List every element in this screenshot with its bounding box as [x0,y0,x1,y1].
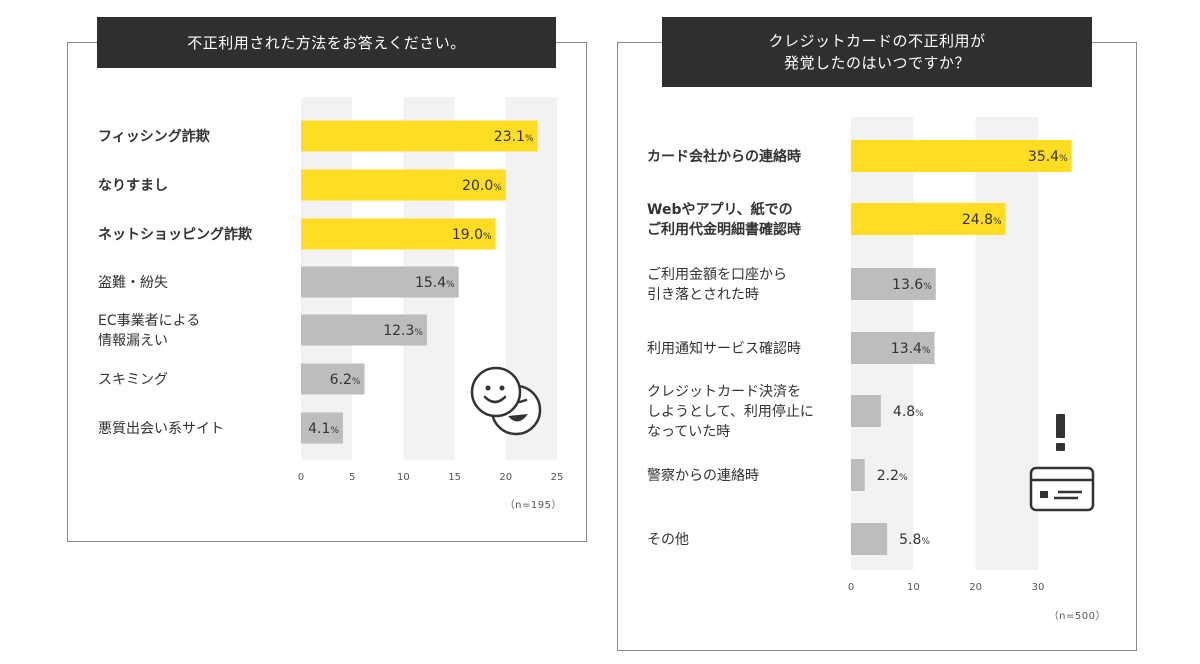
right-value-label: 4.8% [893,404,924,420]
right-bar [851,395,881,427]
right-category-label: 警察からの連絡時 [647,467,759,484]
right-category-label: クレジットカード決済をしようとして、利用停止になっていた時 [647,384,814,440]
left-bar [301,363,365,395]
left-x-tick-label: 0 [298,472,304,483]
left-category-label: ネットショッピング詐欺 [98,226,252,243]
right-x-tick-label: 20 [969,582,982,593]
right-value-label: 24.8% [962,212,1002,228]
right-bar [851,459,865,491]
right-value-label: 13.4% [891,341,931,357]
right-bar [851,523,888,555]
left-x-tick-label: 5 [349,472,355,483]
right-category-label: ご利用金額を口座から引き落とされた時 [647,267,787,303]
left-chart-title: 不正利用された方法をお答えください。 [187,33,466,52]
left-bar [301,266,459,298]
left-category-label: 盗難・紛失 [98,275,168,291]
right-chart-title: クレジットカードの不正利用が 発覚したのはいつですか？ [768,32,986,72]
right-x-tick-label: 0 [848,582,854,593]
left-bar [301,120,538,152]
left-category-label: なりすまし [98,178,168,194]
left-value-label: 15.4% [415,275,455,291]
left-value-label: 4.1% [308,421,339,437]
left-sample-note: （n=195） [505,499,562,511]
left-value-label: 20.0% [462,178,502,194]
right-category-label: 利用通知サービス確認時 [647,340,801,357]
right-value-label: 13.6% [892,277,932,293]
right-value-label: 2.2% [877,468,908,484]
right-bar [851,268,936,300]
left-x-tick-label: 10 [397,472,410,483]
left-x-tick-label: 20 [499,472,512,483]
left-x-tick-label: 15 [448,472,461,483]
left-bar [301,314,427,346]
left-value-label: 6.2% [330,372,361,388]
right-category-label: その他 [647,532,689,548]
left-category-label: 悪質出会い系サイト [98,421,224,437]
right-bar [851,140,1072,172]
left-category-label: EC事業者による情報漏えい [98,313,200,349]
left-value-label: 12.3% [383,323,423,339]
left-category-label: フィッシング詐欺 [98,128,210,145]
right-bar [851,332,935,364]
right-category-label: カード会社からの連絡時 [647,148,801,165]
smiley-faces-icon [470,366,542,436]
right-value-label: 5.8% [899,532,930,548]
right-x-tick-label: 10 [907,582,920,593]
left-value-label: 23.1% [494,129,534,145]
right-sample-note: （n=500） [1049,610,1106,622]
right-grid-band [975,117,1038,570]
credit-card-alert-icon [1029,414,1095,512]
left-category-label: スキミング [98,372,168,388]
left-chart-title-bar: 不正利用された方法をお答えください。 [97,17,556,68]
left-bar [301,412,343,444]
right-bar [851,203,1006,235]
left-x-tick-label: 25 [551,472,564,483]
right-chart-title-bar: クレジットカードの不正利用が 発覚したのはいつですか？ [662,17,1092,87]
right-category-label: Webやアプリ、紙でのご利用代金明細書確認時 [647,201,801,238]
left-value-label: 19.0% [452,227,492,243]
right-value-label: 35.4% [1028,149,1068,165]
left-bar [301,169,506,201]
left-bar [301,218,496,250]
right-x-tick-label: 30 [1032,582,1045,593]
